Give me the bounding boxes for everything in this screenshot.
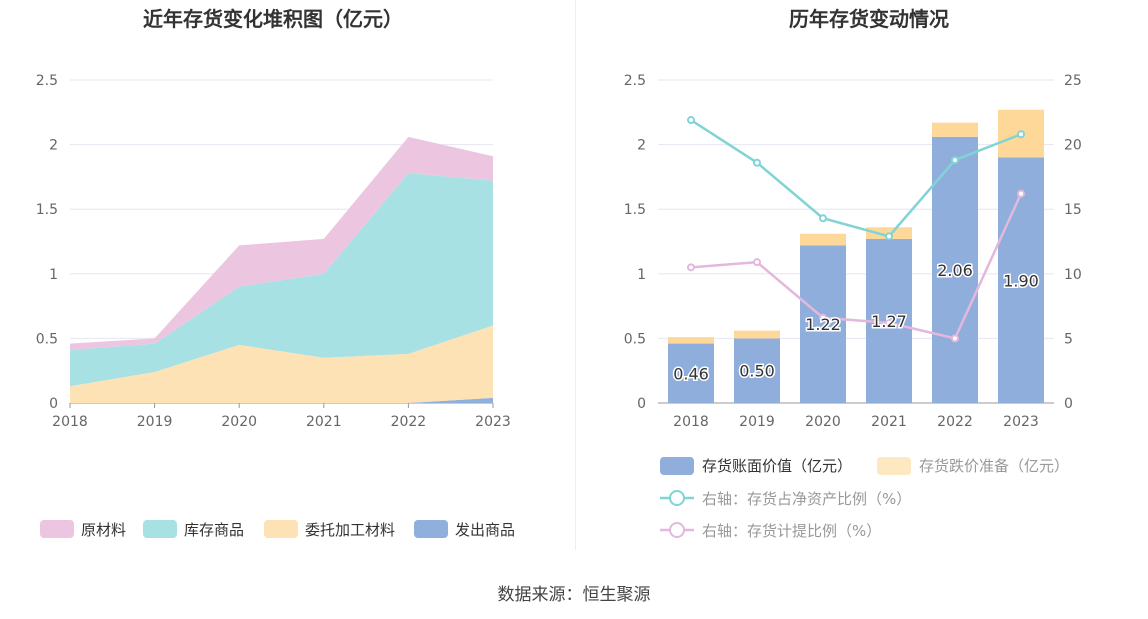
y-tick-label: 2 bbox=[49, 138, 58, 154]
y2-tick-label: 10 bbox=[1064, 267, 1082, 283]
bar-impairment bbox=[932, 122, 978, 137]
legend-label: 右轴：存货计提比例（%） bbox=[702, 522, 881, 540]
area-raw-material bbox=[70, 136, 493, 351]
x-tick-label: 2018 bbox=[673, 414, 709, 430]
legend-line-provision-ratio-marker bbox=[669, 522, 685, 538]
x-tick-label: 2023 bbox=[475, 414, 511, 430]
source-text: 数据来源：恒生聚源 bbox=[497, 585, 651, 605]
y-tick-label: 2.5 bbox=[624, 73, 646, 89]
legend-label: 存货账面价值（亿元） bbox=[702, 457, 852, 475]
x-tick-label: 2018 bbox=[52, 414, 88, 430]
y2-tick-label: 25 bbox=[1064, 73, 1082, 89]
line-point bbox=[753, 158, 761, 167]
chart-title: 历年存货变动情况 bbox=[789, 7, 949, 31]
bar-value-label: 2.06 bbox=[937, 261, 973, 280]
x-tick-label: 2021 bbox=[871, 414, 907, 430]
y-tick-label: 1 bbox=[637, 267, 646, 283]
legend-label: 发出商品 bbox=[455, 521, 515, 539]
y-tick-label: 1.5 bbox=[36, 202, 58, 218]
x-tick-label: 2020 bbox=[221, 414, 257, 430]
line-point bbox=[819, 214, 827, 223]
x-tick-label: 2021 bbox=[306, 414, 342, 430]
x-tick-label: 2022 bbox=[937, 414, 973, 430]
chart-divider bbox=[575, 0, 576, 550]
bar-book-value bbox=[998, 157, 1044, 403]
x-tick-label: 2022 bbox=[391, 414, 427, 430]
y2-tick-label: 15 bbox=[1064, 202, 1082, 218]
y2-tick-label: 0 bbox=[1064, 396, 1073, 412]
bar-book-value bbox=[734, 338, 780, 403]
chart-title: 近年存货变化堆积图（亿元） bbox=[143, 7, 403, 31]
x-tick-label: 2019 bbox=[137, 414, 173, 430]
bar-value-label: 0.50 bbox=[739, 362, 775, 381]
line-point bbox=[951, 334, 959, 343]
line-ratio-net-assets bbox=[690, 119, 1022, 238]
bar-value-label: 1.90 bbox=[1003, 271, 1039, 290]
bar-value-label: 0.46 bbox=[673, 364, 709, 383]
bar-book-value bbox=[800, 245, 846, 403]
line-point bbox=[885, 318, 893, 327]
line-point bbox=[951, 156, 959, 165]
line-point bbox=[1017, 189, 1025, 198]
y-tick-label: 1.5 bbox=[624, 202, 646, 218]
x-tick-label: 2019 bbox=[739, 414, 775, 430]
legend-swatch bbox=[660, 457, 694, 475]
legend-label: 存货跌价准备（亿元） bbox=[919, 457, 1069, 475]
x-tick-label: 2020 bbox=[805, 414, 841, 430]
area-consigned-processing bbox=[70, 325, 493, 403]
line-point bbox=[753, 258, 761, 267]
y-tick-label: 0.5 bbox=[624, 331, 646, 347]
bar-impairment bbox=[668, 337, 714, 344]
line-point bbox=[819, 313, 827, 322]
bar-book-value bbox=[668, 343, 714, 403]
y-tick-label: 0.5 bbox=[36, 331, 58, 347]
legend-label: 右轴：存货占净资产比例（%） bbox=[702, 490, 911, 508]
bar-value-label: 1.27 bbox=[871, 312, 907, 331]
legend-swatch bbox=[414, 520, 448, 538]
bar-impairment bbox=[800, 233, 846, 246]
legend-swatch bbox=[40, 520, 74, 538]
y2-tick-label: 20 bbox=[1064, 138, 1082, 154]
line-provision-ratio bbox=[690, 193, 1023, 340]
legend-label: 原材料 bbox=[81, 521, 126, 539]
bar-impairment bbox=[734, 330, 780, 339]
y-tick-label: 0 bbox=[637, 396, 646, 412]
legend-swatch bbox=[143, 520, 177, 538]
line-point bbox=[1017, 130, 1025, 139]
legend-label: 库存商品 bbox=[184, 521, 244, 539]
y2-tick-label: 5 bbox=[1064, 331, 1073, 347]
legend-swatch bbox=[877, 457, 911, 475]
area-goods-shipped bbox=[70, 397, 493, 403]
bar-book-value bbox=[932, 136, 978, 403]
bar-value-label: 1.22 bbox=[805, 315, 841, 334]
line-point bbox=[687, 116, 695, 125]
stacked-area-chart: 近年存货变化堆积图（亿元） 0 0.5 1 1.5 2 2.5 2018 2019 2020 202… bbox=[36, 7, 515, 539]
y-tick-label: 2 bbox=[637, 138, 646, 154]
inventory-change-chart: 历年存货变动情况 0 0.5 1 1.5 2 2.5 0 5 10 15 20 25 2018 2019 20… bbox=[624, 7, 1082, 540]
legend-label: 委托加工材料 bbox=[305, 521, 395, 539]
y-tick-label: 1 bbox=[49, 267, 58, 283]
legend-line-ratio-net-assets-marker bbox=[669, 490, 685, 506]
area-finished-goods bbox=[70, 173, 493, 387]
line-point bbox=[885, 232, 893, 241]
line-point bbox=[687, 263, 695, 272]
x-tick-label: 2023 bbox=[1003, 414, 1039, 430]
legend-swatch bbox=[264, 520, 298, 538]
y-tick-label: 2.5 bbox=[36, 73, 58, 89]
y-tick-label: 0 bbox=[49, 396, 58, 412]
